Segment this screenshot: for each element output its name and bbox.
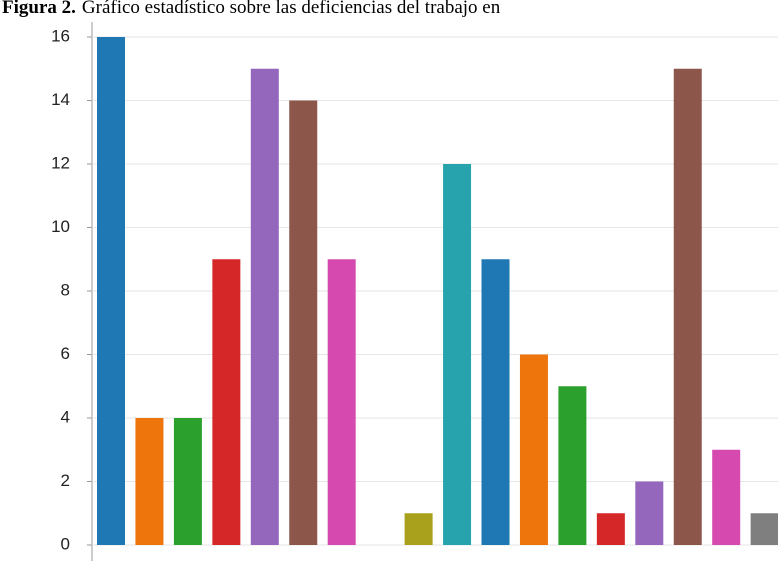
bar (97, 37, 125, 545)
y-tick-label: 8 (61, 280, 70, 299)
y-tick-label: 2 (61, 471, 70, 490)
y-tick-label: 16 (51, 26, 70, 45)
bar (404, 513, 433, 545)
y-tick-label: 4 (61, 407, 70, 426)
bar (519, 354, 548, 545)
bar (289, 100, 318, 545)
chart-title: Gráfico estadístico sobre las deficienci… (82, 0, 501, 18)
bar (750, 513, 778, 545)
bar (673, 68, 702, 545)
bar (173, 418, 202, 545)
bar (443, 164, 472, 545)
bar (327, 259, 356, 545)
y-tick-label: 12 (51, 153, 70, 172)
caption-label: Figura 2. (2, 0, 76, 18)
caption: Figura 2. Gráfico estadístico sobre las d… (2, 0, 501, 18)
bar (635, 481, 664, 545)
y-tick-label: 6 (61, 344, 70, 363)
bar (250, 68, 279, 545)
y-tick-label: 10 (51, 217, 70, 236)
bar (212, 259, 241, 545)
y-tick-label: 0 (61, 534, 70, 553)
bar (558, 386, 587, 545)
bar (481, 259, 510, 545)
bar (135, 418, 164, 545)
bar (712, 449, 741, 545)
bar (596, 513, 625, 545)
y-tick-label: 14 (51, 90, 70, 109)
